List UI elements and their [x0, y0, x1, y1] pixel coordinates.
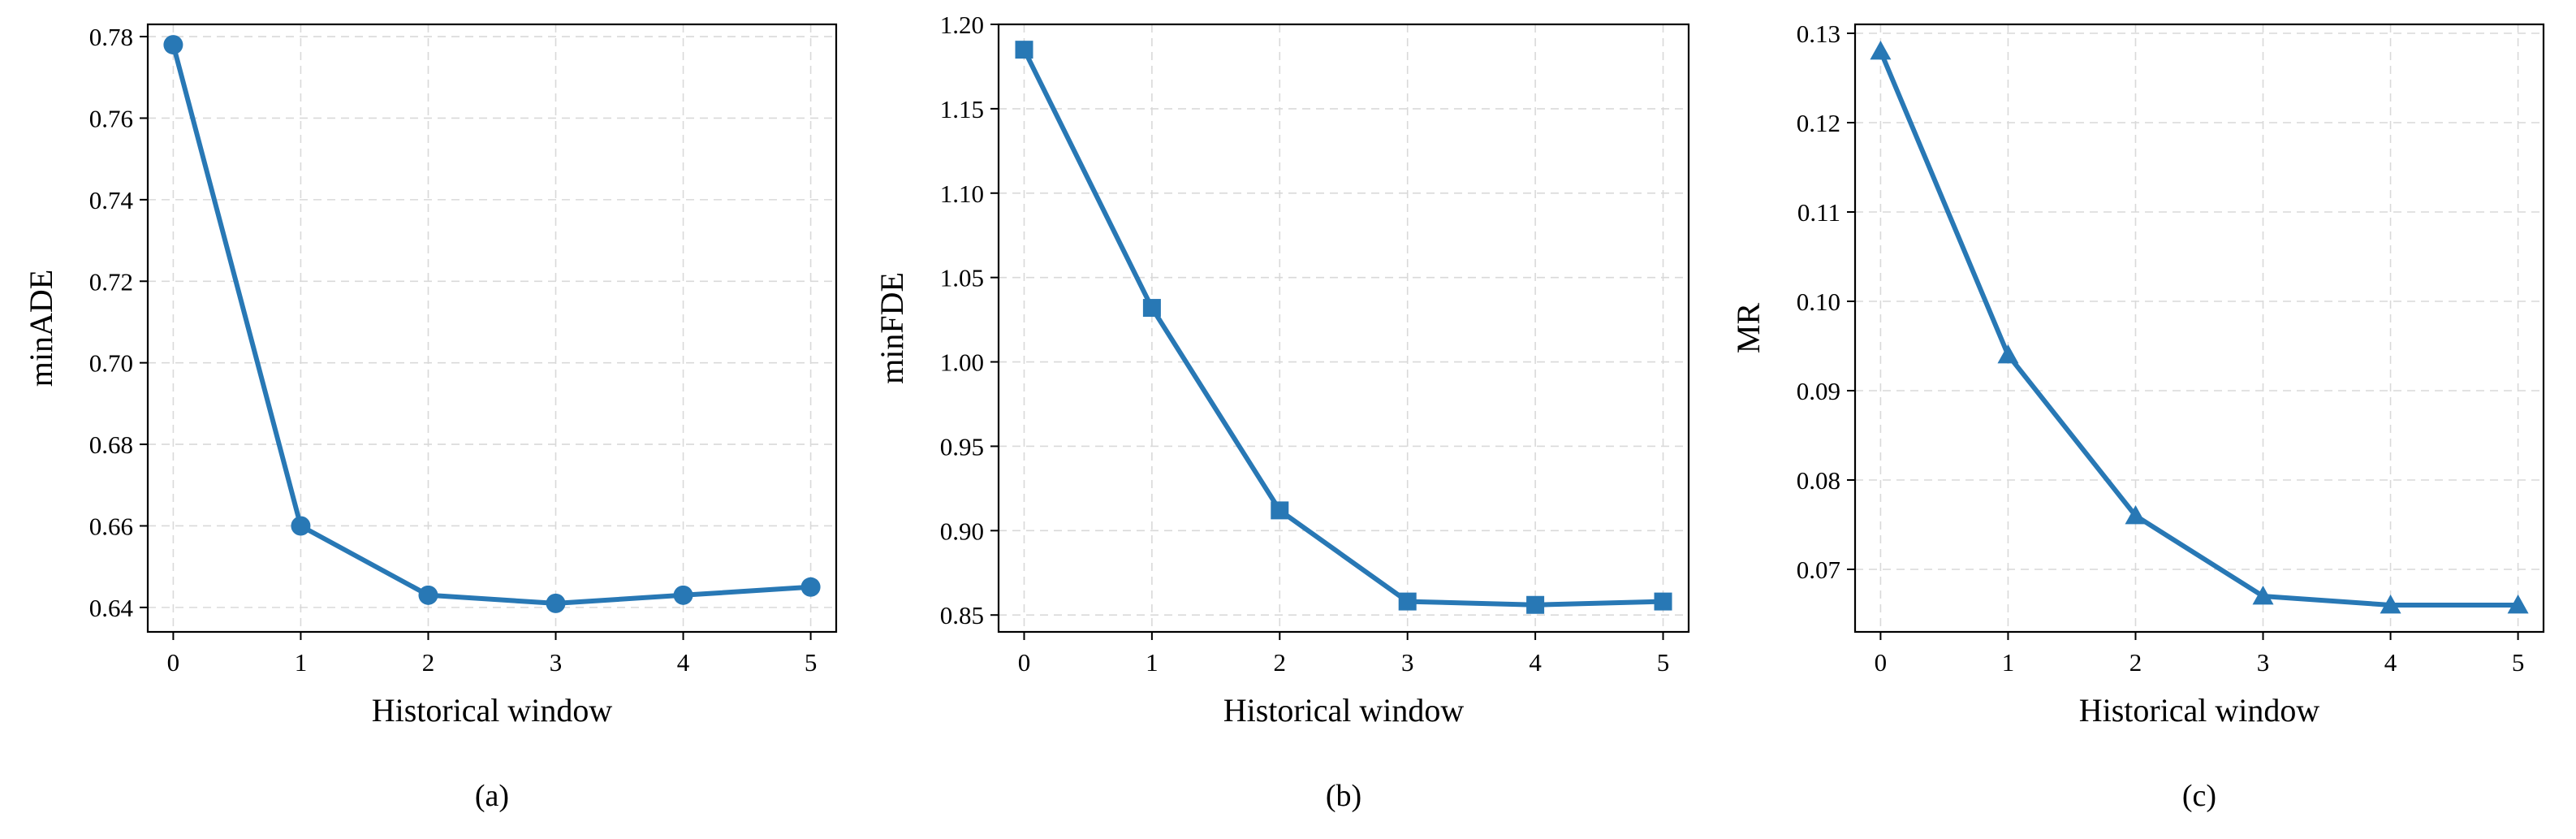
y-tick-label: 0.90 [940, 517, 984, 545]
series-line [170, 42, 813, 606]
x-tick-label: 3 [1401, 648, 1414, 677]
y-tick-label: 0.78 [89, 23, 133, 51]
data-point [1654, 592, 1672, 611]
panel-a-y-axis-label: minADE [23, 270, 59, 387]
data-point [1526, 595, 1545, 614]
y-tick-label: 0.74 [89, 186, 134, 214]
y-tick-label: 1.00 [940, 348, 984, 377]
panel-b-marks [1015, 41, 1672, 614]
data-point [2380, 595, 2401, 614]
panel-b-y-axis-label: minFDE [874, 272, 910, 384]
x-tick-label: 0 [1875, 648, 1888, 677]
panel-c-x-axis-label: Historical window [2079, 692, 2320, 729]
x-tick-label: 5 [2512, 648, 2525, 677]
panel-a-marks [163, 35, 821, 613]
data-point [546, 593, 566, 613]
y-tick-label: 0.13 [1797, 19, 1840, 48]
panel-a-x-axis-label: Historical window [372, 692, 613, 729]
data-point [2125, 505, 2147, 525]
y-tick-label: 0.09 [1797, 377, 1840, 405]
y-tick-label: 0.76 [89, 104, 133, 132]
data-point [1142, 299, 1161, 318]
x-tick-label: 1 [2002, 648, 2015, 677]
data-point [1870, 41, 1892, 60]
panel-c-y-axis-label: MR [1730, 303, 1767, 354]
data-point [800, 577, 821, 597]
data-point [1015, 41, 1033, 59]
y-tick-label: 0.68 [89, 430, 133, 459]
panel-b-grid [999, 24, 1689, 632]
data-point [1398, 592, 1417, 611]
y-tick-label: 1.15 [940, 95, 984, 123]
panel-b-frame [997, 23, 1690, 634]
y-tick-label: 1.20 [940, 11, 984, 39]
y-tick-label: 0.72 [89, 267, 133, 296]
y-tick-label: 1.10 [940, 179, 984, 208]
x-tick-label: 2 [422, 648, 435, 677]
data-point [1997, 344, 2019, 364]
panel-c-frame [1853, 23, 2545, 634]
x-tick-label: 3 [2257, 648, 2270, 677]
x-tick-label: 1 [295, 648, 308, 677]
data-point [418, 585, 438, 605]
y-tick-label: 0.70 [89, 349, 133, 378]
data-point [1271, 501, 1289, 520]
panel-a-ticks: 0 1 2 3 4 5 0.64 0.66 0.68 0.70 0.72 0.74 0.76 0.78 [89, 23, 818, 677]
data-point [673, 585, 693, 605]
x-tick-label: 4 [1529, 648, 1542, 677]
panel-c-grid [1855, 24, 2544, 632]
y-tick-label: 0.12 [1797, 109, 1840, 137]
x-tick-label: 4 [677, 648, 690, 677]
x-tick-label: 4 [2384, 648, 2397, 677]
data-point [291, 516, 311, 536]
data-point [2252, 586, 2274, 605]
x-tick-label: 0 [167, 648, 180, 677]
data-point [2507, 595, 2529, 614]
y-tick-label: 0.66 [89, 512, 133, 540]
panel-b: 0 1 2 3 4 5 0.85 0.90 0.95 1.00 1.05 1.10 1.15 1.20 H… [874, 11, 1690, 813]
panel-b-x-axis-label: Historical window [1223, 692, 1465, 729]
panel-c-caption: (c) [2182, 779, 2216, 813]
panel-a: 0 1 2 3 4 5 0.64 0.66 0.68 0.70 0.72 0.74 0.76 0.78 H… [23, 23, 838, 813]
panel-c: 0 1 2 3 4 5 0.07 0.08 0.09 0.10 0.11 0.12 0.13 Histo… [1730, 19, 2545, 813]
y-tick-label: 0.11 [1797, 198, 1840, 227]
y-tick-label: 0.10 [1797, 288, 1840, 316]
y-tick-label: 1.05 [940, 264, 984, 292]
panel-b-ticks: 0 1 2 3 4 5 0.85 0.90 0.95 1.00 1.05 1.10 1.15 1.20 [940, 11, 1670, 677]
x-tick-label: 2 [2129, 648, 2142, 677]
y-tick-label: 0.95 [940, 432, 984, 461]
x-tick-label: 1 [1146, 648, 1159, 677]
panel-a-frame [146, 23, 838, 634]
data-point [163, 35, 183, 55]
panel-a-caption: (a) [475, 779, 509, 813]
series-line [1021, 47, 1666, 608]
x-tick-label: 5 [805, 648, 818, 677]
panel-b-caption: (b) [1326, 779, 1361, 813]
panel-a-grid [148, 24, 836, 632]
x-tick-label: 0 [1018, 648, 1031, 677]
y-tick-label: 0.08 [1797, 466, 1840, 495]
series-line [1878, 49, 2521, 608]
y-tick-label: 0.85 [940, 601, 984, 629]
x-tick-label: 5 [1657, 648, 1670, 677]
y-tick-label: 0.07 [1797, 556, 1840, 584]
x-tick-label: 2 [1274, 648, 1287, 677]
y-tick-label: 0.64 [89, 594, 134, 622]
panel-c-marks [1870, 41, 2529, 614]
x-tick-label: 3 [550, 648, 563, 677]
panel-c-ticks: 0 1 2 3 4 5 0.07 0.08 0.09 0.10 0.11 0.12 0.13 [1797, 19, 2525, 677]
